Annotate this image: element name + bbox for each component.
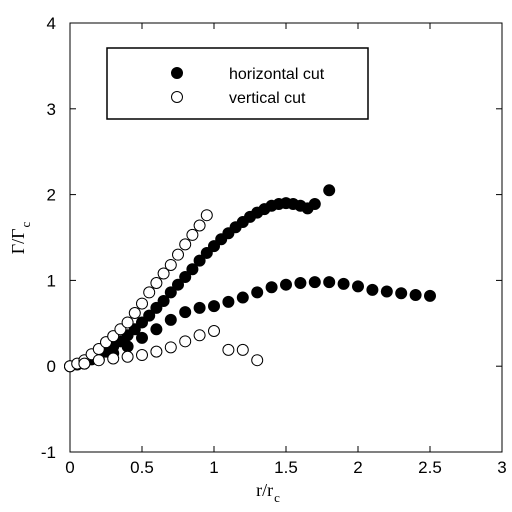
x-tick-label-4: 2 [353, 458, 362, 477]
horizontal-cut-point-20 [208, 240, 220, 253]
horizontal-cut-point-53 [308, 276, 321, 289]
y-tick-label-3: 2 [47, 186, 56, 205]
horizontal-cut-point-54 [323, 276, 336, 289]
legend-marker-horizontal-cut [171, 67, 183, 79]
horizontal-cut-point-15 [172, 278, 184, 291]
horizontal-cut-point-52 [294, 276, 307, 289]
legend-marker-vertical-cut [171, 91, 183, 103]
legend: horizontal cut vertical cut [106, 47, 369, 120]
y-tick-labels: -1 0 1 2 3 4 [41, 14, 56, 462]
horizontal-cut-point-43 [164, 313, 177, 326]
horizontal-cut-point-16 [179, 270, 192, 283]
horizontal-cut-point-49 [251, 286, 264, 299]
horizontal-cut-point-40 [121, 340, 134, 353]
y-tick-label-2: 1 [47, 271, 56, 290]
horizontal-cut-point-9 [128, 323, 141, 336]
x-axis-label: r/rc [256, 480, 280, 505]
horizontal-cut-point-42 [150, 323, 163, 336]
horizontal-cut-point-50 [265, 281, 278, 294]
vertical-cut-point-28 [193, 329, 206, 342]
horizontal-cut-point-51 [280, 278, 292, 291]
x-tick-label-1: 0.5 [130, 458, 154, 477]
vertical-cut-point-14 [164, 258, 177, 271]
horizontal-cut-point-12 [150, 301, 163, 314]
vertical-cut-point-24 [136, 349, 148, 362]
vertical-cut-point-30 [222, 343, 235, 356]
x-tick-label-5: 2.5 [418, 458, 442, 477]
horizontal-cut-point-58 [380, 285, 393, 298]
vertical-cut-point-10 [136, 297, 148, 310]
horizontal-cut-point-19 [200, 246, 213, 259]
vertical-cut-point-17 [186, 228, 199, 241]
horizontal-cut-point-46 [208, 300, 220, 313]
horizontal-cut-point-59 [395, 287, 408, 300]
vertical-cut-point-23 [121, 350, 134, 363]
horizontal-cut-point-57 [366, 283, 379, 296]
vertical-cut-point-6 [107, 330, 120, 343]
horizontal-cut-point-44 [179, 306, 192, 319]
y-tick-label-4: 3 [47, 100, 56, 119]
vertical-cut-point-9 [128, 307, 141, 320]
horizontal-cut-point-60 [409, 288, 422, 301]
x-tick-label-3: 1.5 [274, 458, 298, 477]
horizontal-cut-point-61 [424, 289, 436, 302]
vertical-cut-point-29 [208, 325, 220, 338]
horizontal-cut-point-55 [337, 277, 350, 290]
vertical-cut-point-7 [114, 323, 127, 336]
y-tick-label-1: 0 [47, 357, 56, 376]
x-tick-label-0: 0 [65, 458, 74, 477]
legend-label-vertical-cut: vertical cut [229, 90, 306, 107]
vertical-cut-point-11 [143, 286, 156, 299]
horizontal-cut-point-13 [157, 294, 170, 307]
horizontal-cut-point-45 [193, 301, 206, 314]
vertical-cut-point-13 [157, 267, 170, 280]
horizontal-cut-point-35 [323, 184, 336, 197]
vertical-cut-point-18 [193, 219, 206, 232]
horizontal-cut-point-11 [143, 309, 156, 322]
vertical-cut-point-27 [179, 335, 192, 348]
horizontal-cut-point-10 [136, 316, 148, 329]
horizontal-cut-point-34 [308, 198, 321, 211]
y-tick-label-5: 4 [47, 14, 56, 33]
vertical-cut-point-20 [78, 357, 91, 370]
horizontal-cut-point-17 [186, 263, 199, 276]
horizontal-cut-point-41 [136, 331, 148, 344]
vertical-cut-point-26 [164, 341, 177, 354]
legend-label-horizontal-cut: horizontal cut [229, 66, 325, 83]
vertical-cut-point-19 [200, 209, 213, 222]
data-points [64, 184, 436, 373]
x-tick-labels: 0 0.5 1 1.5 2 2.5 3 [65, 458, 506, 477]
vertical-cut-point-16 [179, 238, 192, 251]
vertical-cut-point-22 [107, 352, 120, 365]
vertical-cut-point-32 [251, 354, 264, 367]
y-tick-label-0: -1 [41, 443, 56, 462]
vertical-cut-point-8 [121, 316, 134, 329]
horizontal-cut-point-47 [222, 295, 235, 308]
horizontal-cut-point-48 [236, 291, 249, 304]
vertical-cut-point-31 [236, 343, 249, 356]
horizontal-cut-point-56 [352, 280, 364, 293]
vertical-cut-point-21 [92, 354, 105, 367]
x-tick-label-6: 3 [497, 458, 506, 477]
vertical-cut-point-15 [172, 248, 184, 261]
x-tick-label-2: 1 [209, 458, 218, 477]
legend-box [106, 47, 369, 120]
vertical-cut-point-25 [150, 345, 163, 358]
horizontal-cut-point-14 [164, 286, 177, 299]
vertical-cut-point-12 [150, 276, 163, 289]
horizontal-cut-point-18 [193, 254, 206, 267]
y-axis-label: Γ/Γc [8, 221, 33, 254]
